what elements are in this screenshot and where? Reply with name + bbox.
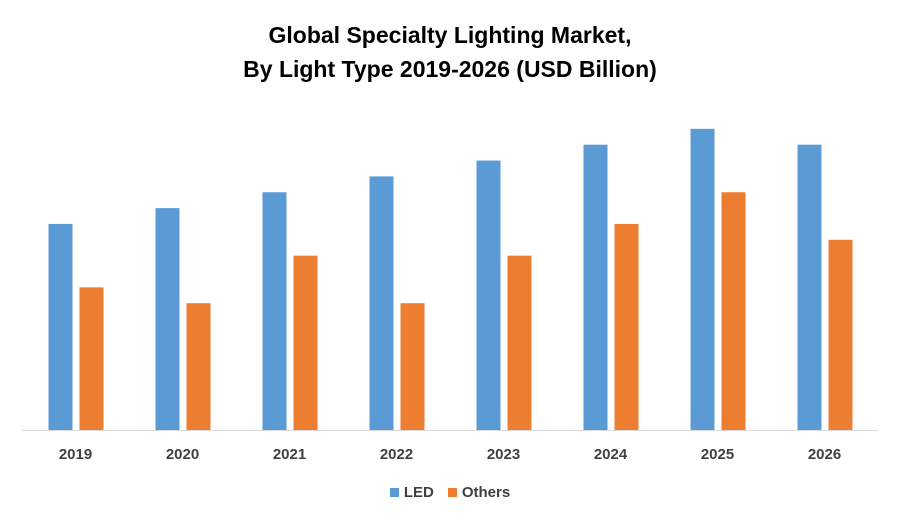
legend-swatch-led: [389, 488, 399, 497]
bar-led-2025: [690, 128, 715, 430]
bar-led-2026: [797, 144, 822, 430]
x-tick-label: 2021: [273, 446, 306, 463]
x-tick-label: 2022: [380, 446, 413, 463]
bar-led-2022: [369, 176, 394, 430]
bar-others-2025: [721, 192, 746, 430]
bar-others-2024: [614, 223, 639, 430]
bar-others-2021: [293, 255, 318, 430]
legend-label-led: LED: [403, 484, 434, 501]
bar-others-2023: [507, 255, 532, 430]
legend-label-others: Others: [461, 484, 511, 501]
bar-others-2022: [400, 303, 425, 430]
x-tick-label: 2019: [59, 446, 92, 463]
chart-title-line2: By Light Type 2019-2026 (USD Billion): [243, 56, 657, 82]
x-tick-label: 2020: [166, 446, 199, 463]
bar-others-2026: [828, 239, 853, 430]
bar-led-2024: [583, 144, 608, 430]
bar-led-2020: [155, 208, 180, 430]
legend-item-led: LED: [389, 484, 434, 501]
x-tick-label: 2025: [701, 446, 734, 463]
bar-led-2021: [262, 192, 287, 430]
x-tick-label: 2023: [487, 446, 520, 463]
chart-title-line1: Global Specialty Lighting Market,: [268, 22, 632, 48]
x-tick-label: 2026: [808, 446, 841, 463]
bar-others-2020: [186, 303, 211, 430]
legend-swatch-others: [447, 488, 457, 497]
legend: LED Others: [0, 484, 900, 501]
bar-led-2019: [48, 223, 73, 430]
bar-led-2023: [476, 160, 501, 431]
legend-item-others: Others: [447, 484, 511, 501]
x-tick-label: 2024: [594, 446, 628, 463]
bar-others-2019: [79, 287, 104, 430]
